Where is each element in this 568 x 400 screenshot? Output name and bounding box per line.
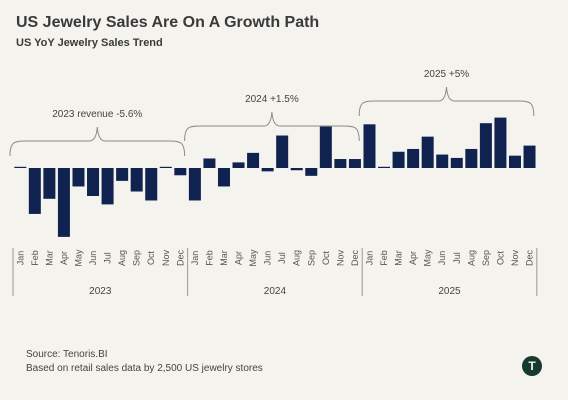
bar-2025-Aug (465, 148, 478, 168)
bar-2023-Mar (43, 168, 56, 199)
bar-2024-Aug (290, 168, 303, 171)
bar-2024-Jan (188, 168, 201, 201)
month-tick-label: Aug (117, 250, 127, 266)
bar-2024-Jun (261, 168, 274, 172)
bar-2024-Oct (319, 126, 332, 168)
bar-2023-Feb (28, 168, 41, 214)
month-tick-label: Dec (350, 250, 360, 267)
bar-2023-Aug (116, 168, 129, 181)
month-tick-label: Aug (466, 250, 476, 266)
bar-2025-Feb (378, 166, 391, 168)
month-tick-label: Mar (44, 250, 54, 266)
bar-2024-Feb (203, 158, 216, 168)
annotation-2024: 2024 +1.5% (245, 94, 299, 105)
brace-2025 (358, 86, 535, 117)
bar-chart: Jan Feb Mar Apr May Jun Jul Aug Sep Oct Nov Dec Jan F… (9, 69, 538, 297)
month-tick-label: Feb (204, 250, 214, 266)
month-tick-label: Apr (408, 251, 418, 265)
bar-2023-Jun (87, 168, 100, 196)
bar-2024-Dec (348, 159, 361, 168)
bar-2025-May (421, 136, 434, 168)
bar-2024-Apr (232, 162, 245, 168)
month-tick-label: May (423, 249, 433, 267)
chart-subtitle: US YoY Jewelry Sales Trend (16, 37, 163, 49)
bar-2025-Jul (450, 157, 463, 168)
bar-2025-Oct (494, 117, 507, 168)
year-label-2023: 2023 (89, 286, 112, 297)
bar-2023-Dec (174, 168, 187, 176)
month-tick-label: May (248, 249, 258, 267)
month-tick-label: Jan (15, 251, 25, 266)
brace-2023 (9, 126, 186, 157)
month-tick-label: Jul (103, 252, 113, 264)
month-tick-label: Jun (263, 251, 273, 266)
source-text: Source: Tenoris.BI (26, 349, 108, 360)
annotation-2023: 2023 revenue -5.6% (52, 109, 142, 120)
month-tick-label: Aug (292, 250, 302, 266)
month-tick-label: Sep (481, 250, 491, 266)
bar-2025-Jan (363, 124, 376, 168)
bar-2023-Jul (101, 168, 114, 205)
bar-2023-Jan (14, 166, 27, 168)
month-tick-label: Nov (161, 250, 171, 267)
bar-2024-Sep (305, 168, 318, 176)
month-tick-label: Jul (452, 252, 462, 264)
month-tick-label: Nov (510, 250, 520, 267)
bar-2025-Nov (508, 155, 521, 168)
month-tick-label: Dec (525, 250, 535, 267)
month-tick-label: Dec (175, 250, 185, 267)
bar-2025-Mar (392, 151, 405, 168)
month-tick-label: Oct (146, 251, 156, 266)
year-label-2025: 2025 (438, 286, 461, 297)
month-tick-label: Jun (88, 251, 98, 266)
bar-2023-Nov (159, 166, 172, 168)
month-tick-label: Feb (379, 250, 389, 266)
footer: Source: Tenoris.BI Based on retail sales… (26, 348, 263, 376)
chart-title: US Jewelry Sales Are On A Growth Path (16, 14, 320, 31)
bar-2023-Oct (145, 168, 158, 201)
bar-2023-May (72, 168, 85, 187)
annotation-2025: 2025 +5% (424, 69, 469, 80)
month-tick-label: Feb (30, 250, 40, 266)
bar-2023-Sep (130, 168, 143, 192)
month-tick-label: May (73, 249, 83, 267)
bar-2025-Jun (436, 154, 449, 168)
month-tick-label: Jan (364, 251, 374, 266)
month-tick-label: Sep (132, 250, 142, 266)
month-tick-label: Mar (219, 250, 229, 266)
brace-2024 (184, 111, 360, 142)
month-tick-label: Apr (234, 251, 244, 265)
month-tick-label: Nov (335, 250, 345, 267)
bar-2025-Dec (523, 145, 536, 168)
month-tick-label: Jun (437, 251, 447, 266)
bar-2024-Jul (276, 135, 289, 168)
month-tick-label: Mar (394, 250, 404, 266)
tenoris-logo-icon: T (522, 356, 542, 376)
bar-2024-Nov (334, 159, 347, 168)
month-tick-label: Jul (277, 252, 287, 264)
month-tick-label: Oct (321, 251, 331, 266)
bar-2024-Mar (217, 168, 230, 187)
bar-2025-Sep (479, 123, 492, 168)
bar-2025-Apr (407, 148, 420, 168)
year-label-2024: 2024 (264, 286, 287, 297)
bar-2024-May (247, 152, 260, 168)
note-text: Based on retail sales data by 2,500 US j… (26, 363, 263, 374)
month-tick-label: Apr (59, 251, 69, 265)
month-tick-label: Oct (495, 251, 505, 266)
month-tick-label: Sep (306, 250, 316, 266)
month-tick-label: Jan (190, 251, 200, 266)
bar-2023-Apr (57, 168, 70, 237)
